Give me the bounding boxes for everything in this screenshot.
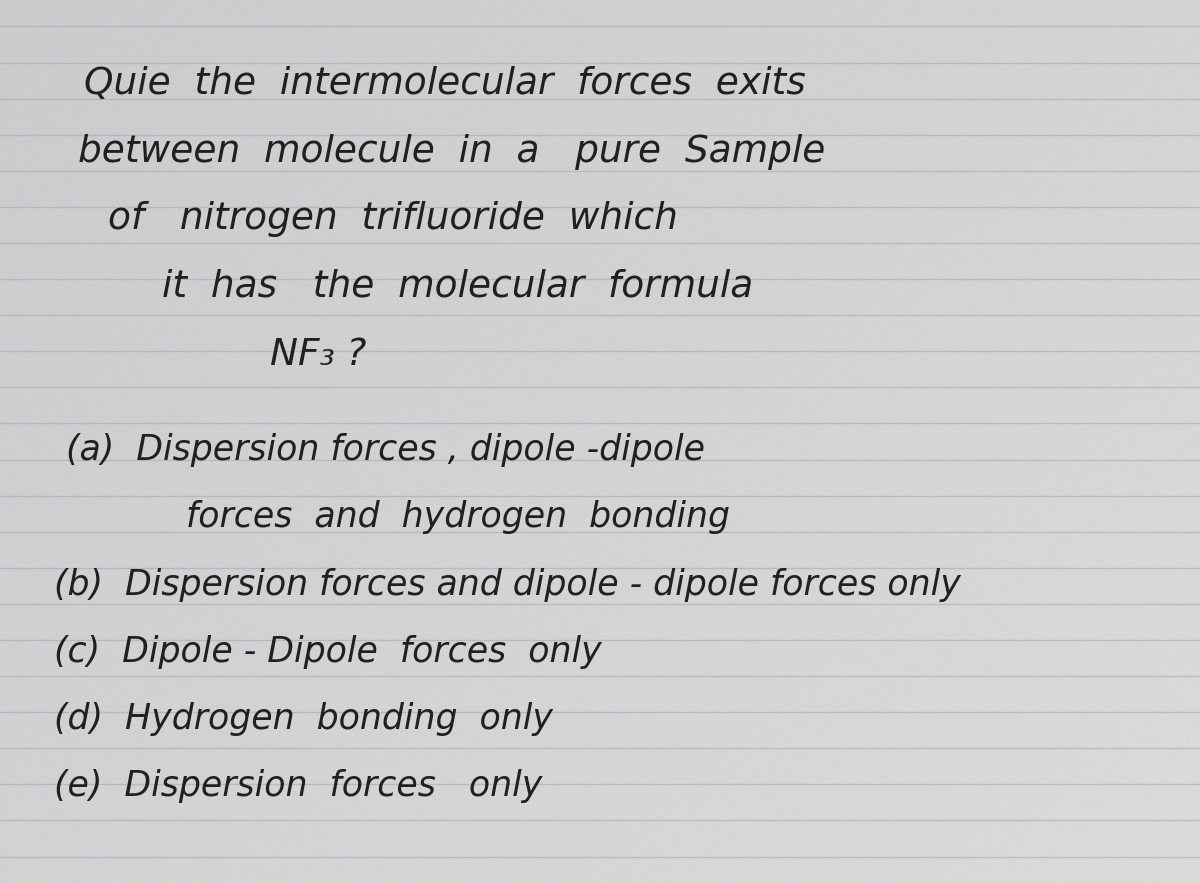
Text: between  molecule  in  a   pure  Sample: between molecule in a pure Sample (78, 134, 826, 170)
Text: (b)  Dispersion forces and dipole - dipole forces only: (b) Dispersion forces and dipole - dipol… (54, 568, 961, 601)
Text: (e)  Dispersion  forces   only: (e) Dispersion forces only (54, 769, 542, 803)
Text: it  has   the  molecular  formula: it has the molecular formula (162, 268, 754, 304)
Text: (d)  Hydrogen  bonding  only: (d) Hydrogen bonding only (54, 702, 553, 736)
Text: (c)  Dipole - Dipole  forces  only: (c) Dipole - Dipole forces only (54, 635, 601, 668)
Text: NF₃ ?: NF₃ ? (270, 337, 366, 373)
Text: forces  and  hydrogen  bonding: forces and hydrogen bonding (186, 500, 730, 533)
Text: Quie  the  intermolecular  forces  exits: Quie the intermolecular forces exits (84, 66, 805, 102)
Text: of   nitrogen  trifluoride  which: of nitrogen trifluoride which (108, 201, 678, 237)
Text: (a)  Dispersion forces , dipole -dipole: (a) Dispersion forces , dipole -dipole (66, 434, 706, 467)
